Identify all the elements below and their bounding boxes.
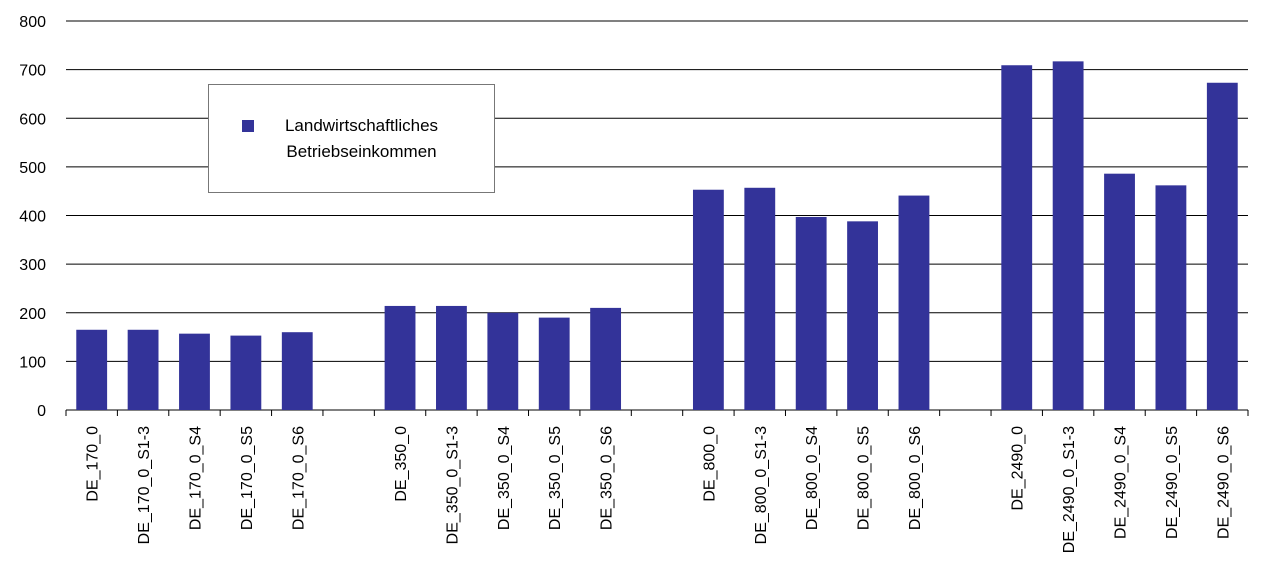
bar [744,187,776,410]
x-tick-label: DE_800_0_S6 [907,426,924,530]
bar [1206,82,1238,410]
legend-entry: Landwirtschaftliches Betriebseinkommen [241,113,462,165]
x-tick-label: DE_170_0_S1-3 [136,426,153,544]
x-tick-label: DE_800_0_S5 [856,426,873,530]
bar [487,312,519,410]
x-tick-label: DE_2490_0_S5 [1164,426,1181,539]
bar [384,305,416,410]
x-tick-label: DE_2490_0_S1-3 [1061,426,1078,553]
bar [795,216,827,410]
bar [1104,173,1135,410]
bar [127,329,159,410]
y-tick-label: 500 [19,160,46,177]
bar [281,332,313,410]
x-tick-label: DE_800_0_S4 [804,426,821,530]
bar [76,329,108,410]
x-tick-label: DE_350_0_S6 [599,426,616,530]
legend: Landwirtschaftliches Betriebseinkommen [208,84,495,193]
bar [538,317,570,410]
bar [692,189,724,410]
bar [1001,65,1033,410]
y-tick-label: 700 [19,63,46,80]
bar [1052,61,1084,410]
y-tick-label: 100 [19,354,46,371]
y-tick-label: 400 [19,209,46,226]
x-tick-label: DE_2490_0_S6 [1215,426,1232,539]
bar [590,307,622,410]
y-tick-label: 600 [19,111,46,128]
x-tick-label: DE_350_0_S5 [547,426,564,530]
x-tick-label: DE_800_0_S1-3 [753,426,770,544]
x-tick-label: DE_350_0_S1-3 [444,426,461,544]
y-tick-label: 800 [19,14,46,31]
bar [230,335,262,410]
bar [179,333,210,410]
legend-swatch [241,119,254,132]
x-tick-label: DE_350_0 [393,426,410,502]
bar [847,221,878,410]
x-tick-label: DE_170_0 [85,426,102,502]
legend-label: Landwirtschaftliches Betriebseinkommen [284,115,439,161]
y-tick-label: 200 [19,306,46,323]
x-tick-label: DE_170_0_S5 [239,426,256,530]
y-tick-label: 300 [19,257,46,274]
y-tick-label: 0 [37,403,46,420]
x-tick-label: DE_800_0 [701,426,718,502]
bar [436,305,467,410]
x-tick-label: DE_170_0_S6 [290,426,307,530]
x-tick-label: DE_2490_0 [1010,426,1027,511]
x-tick-label: DE_350_0_S4 [496,426,513,530]
bar [1155,185,1187,410]
x-tick-label: DE_2490_0_S4 [1113,426,1130,539]
x-tick-label: DE_170_0_S4 [187,426,204,530]
bar [898,195,930,410]
